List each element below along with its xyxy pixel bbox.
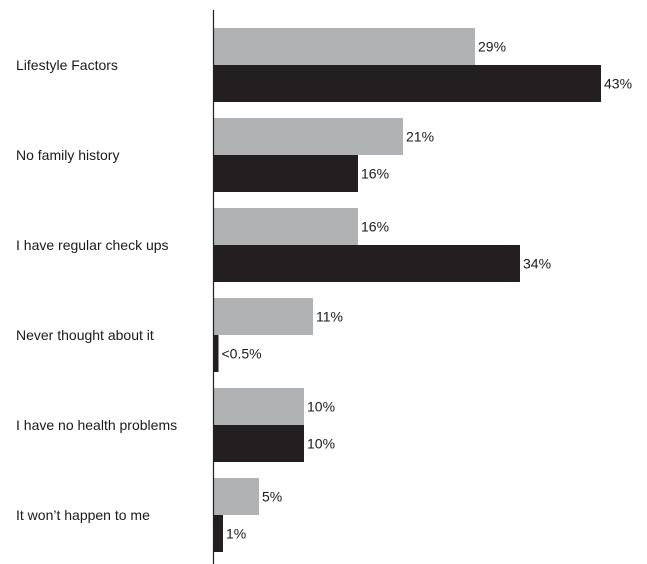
bar-series-2-i-have-regular-check-ups	[214, 245, 520, 282]
bar-series-2-no-family-history	[214, 155, 358, 192]
value-label-series-2-it-won-t-happen-to-me: 1%	[226, 526, 246, 542]
category-label-i-have-no-health-problems: I have no health problems	[16, 417, 177, 433]
value-label-series-1-never-thought-about-it: 11%	[316, 309, 343, 325]
bar-series-2-i-have-no-health-problems	[214, 425, 304, 462]
bar-series-2-lifestyle-factors	[214, 65, 601, 102]
bar-series-2-it-won-t-happen-to-me	[214, 515, 223, 552]
bar-series-1-i-have-regular-check-ups	[214, 208, 358, 245]
bar-series-1-no-family-history	[214, 118, 403, 155]
value-label-series-2-no-family-history: 16%	[361, 166, 389, 182]
bar-series-1-i-have-no-health-problems	[214, 388, 304, 425]
bar-series-1-lifestyle-factors	[214, 28, 475, 65]
category-label-it-won-t-happen-to-me: It won’t happen to me	[16, 507, 150, 523]
value-label-series-1-i-have-regular-check-ups: 16%	[361, 219, 389, 235]
bars	[214, 28, 601, 552]
value-label-series-2-lifestyle-factors: 43%	[604, 76, 632, 92]
value-label-series-2-i-have-no-health-problems: 10%	[307, 436, 335, 452]
value-label-series-1-no-family-history: 21%	[406, 129, 434, 145]
category-label-lifestyle-factors: Lifestyle Factors	[16, 57, 118, 73]
category-labels: Lifestyle Factors No family history I have…	[16, 57, 177, 523]
value-label-series-1-i-have-no-health-problems: 10%	[307, 399, 335, 415]
value-label-series-2-never-thought-about-it: <0.5%	[222, 346, 262, 362]
bar-series-2-never-thought-about-it	[214, 335, 219, 372]
category-label-never-thought-about-it: Never thought about it	[16, 327, 154, 343]
bar-series-1-never-thought-about-it	[214, 298, 313, 335]
value-labels: 29% 43% 21% 16% 16% 34% 11% <0.5% 10% 10% 5% 1%	[222, 39, 633, 542]
category-label-i-have-regular-check-ups: I have regular check ups	[16, 237, 169, 253]
value-label-series-1-lifestyle-factors: 29%	[478, 39, 506, 55]
value-label-series-2-i-have-regular-check-ups: 34%	[523, 256, 551, 272]
bar-series-1-it-won-t-happen-to-me	[214, 478, 259, 515]
value-label-series-1-it-won-t-happen-to-me: 5%	[262, 489, 282, 505]
category-label-no-family-history: No family history	[16, 147, 119, 163]
